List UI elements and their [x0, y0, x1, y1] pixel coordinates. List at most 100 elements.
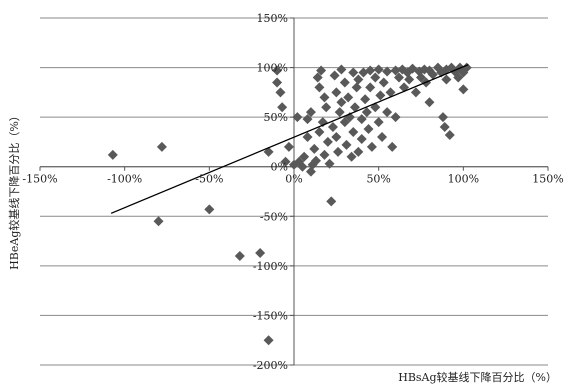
data-point [305, 166, 316, 177]
data-point [322, 136, 333, 147]
y-tick-label: -150% [253, 309, 288, 322]
data-point [234, 250, 245, 261]
x-tick-labels: -150% -100% -50% 0% 50% 100% 150% [22, 173, 563, 186]
data-point [339, 117, 350, 128]
data-point [390, 65, 401, 76]
data-point [373, 117, 384, 128]
data-point [382, 107, 393, 118]
data-point [305, 107, 316, 118]
y-tick-label: 50% [264, 111, 288, 124]
data-point [461, 62, 472, 73]
data-point [297, 161, 308, 172]
data-point [370, 72, 381, 83]
data-point [453, 72, 464, 83]
data-point [343, 92, 354, 103]
x-tick-label: -100% [107, 173, 142, 186]
data-point [263, 335, 274, 346]
data-point [272, 77, 283, 88]
data-point [334, 107, 345, 118]
data-point [280, 156, 291, 167]
data-point [363, 124, 374, 135]
data-point [336, 64, 347, 75]
data-point [349, 102, 360, 113]
data-point [356, 114, 367, 125]
data-point [204, 204, 215, 215]
data-point [314, 127, 325, 138]
x-tick-label: -150% [22, 173, 57, 186]
data-point [416, 72, 426, 83]
data-point [156, 141, 167, 152]
x-tick-label: 150% [532, 173, 563, 186]
data-point [336, 97, 347, 108]
y-tick-label: -100% [253, 260, 288, 273]
data-point [424, 97, 435, 108]
data-point [333, 146, 344, 157]
data-point [353, 74, 364, 85]
data-point [382, 66, 393, 77]
data-point [272, 65, 283, 76]
data-point [302, 131, 313, 142]
data-point [319, 149, 330, 160]
data-point [444, 129, 455, 140]
data-point [107, 149, 118, 160]
data-point [375, 90, 386, 101]
data-point [378, 77, 389, 88]
data-point [327, 122, 338, 133]
data-point [458, 84, 469, 95]
y-tick-label: -200% [253, 359, 288, 372]
x-tick-label: 100% [448, 173, 479, 186]
y-tick-label: 0% [271, 161, 288, 174]
data-point [324, 158, 335, 169]
data-point [277, 102, 288, 113]
data-point [365, 65, 376, 76]
data-point [341, 139, 352, 150]
y-tick-labels: -200% -150% -100% -50% 0% 50% 100% 150% [253, 12, 288, 372]
data-point [365, 82, 376, 93]
data-point [361, 107, 372, 118]
trendline [110, 63, 469, 214]
y-axis-title: HBeAg较基线下降百分比（%） [7, 110, 21, 270]
data-point [377, 131, 388, 142]
data-point [387, 141, 398, 152]
data-point [393, 72, 404, 83]
x-axis-title: HBsAg较基线下降百分比（%） [398, 370, 557, 384]
trendline-group [110, 63, 469, 214]
data-point [427, 69, 438, 80]
data-point [390, 112, 401, 123]
data-point [385, 87, 396, 98]
x-tick-label: -50% [195, 173, 223, 186]
data-point [348, 67, 359, 78]
data-point [283, 141, 294, 152]
data-point [153, 216, 164, 227]
data-point [441, 74, 452, 85]
y-tick-label: -50% [260, 210, 288, 223]
data-point [316, 65, 327, 76]
data-point [356, 133, 367, 144]
data-point [360, 94, 371, 105]
axes [39, 17, 549, 366]
data-point [314, 82, 325, 93]
data-point [331, 87, 342, 98]
data-point [311, 155, 322, 166]
data-point [438, 112, 449, 123]
data-point [373, 64, 384, 75]
data-point [331, 131, 342, 142]
data-point [309, 143, 320, 154]
data-point [255, 247, 266, 258]
y-tick-label: 150% [257, 12, 288, 25]
data-point [275, 87, 286, 98]
data-point [326, 196, 337, 207]
y-tick-label: 100% [257, 62, 288, 75]
data-point [351, 82, 362, 93]
data-point [353, 146, 364, 157]
data-point [329, 70, 340, 81]
data-point [348, 127, 359, 138]
data-point [319, 92, 330, 103]
data-points [107, 62, 472, 346]
data-point [366, 141, 377, 152]
data-point [439, 122, 450, 133]
data-point [312, 72, 323, 83]
data-point [404, 74, 415, 85]
data-point [346, 151, 357, 162]
